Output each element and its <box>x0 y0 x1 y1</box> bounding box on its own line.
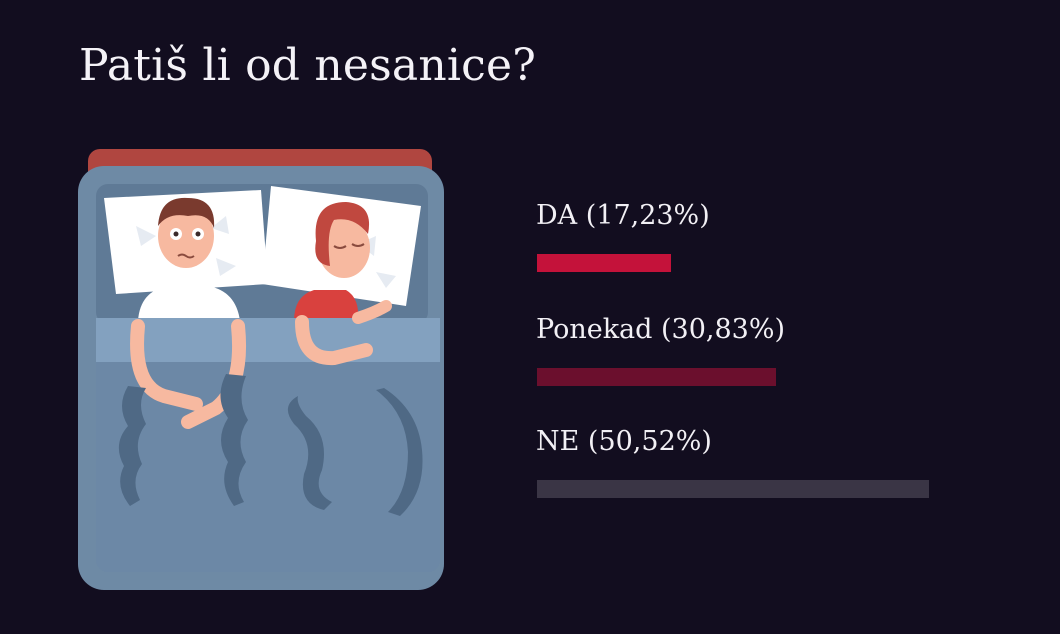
bar-ne <box>537 480 929 498</box>
bar-label-ne: NE (50,52%) <box>536 426 712 457</box>
chart-title: Patiš li od nesanice? <box>79 40 537 91</box>
chart-bars: DA (17,23%) Ponekad (30,83%) NE (50,52%) <box>536 196 1006 516</box>
bar-label-ponekad: Ponekad (30,83%) <box>536 314 786 345</box>
bar-label-da: DA (17,23%) <box>536 200 710 231</box>
bar-da <box>537 254 671 272</box>
bar-ponekad <box>537 368 777 386</box>
couple-in-bed-illustration <box>78 149 444 590</box>
